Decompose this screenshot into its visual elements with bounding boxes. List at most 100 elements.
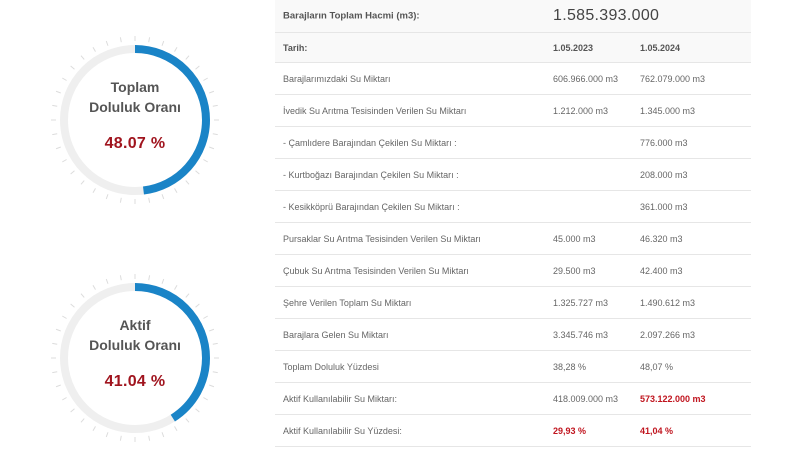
gauge-tick <box>105 278 109 284</box>
gauge-tick <box>92 47 96 52</box>
row-label: Barajlara Gelen Su Miktarı <box>283 329 389 340</box>
active-gauge-title-line1: Aktif <box>119 317 151 333</box>
gauge-tick <box>195 303 200 308</box>
gauge-tick <box>62 315 67 319</box>
gauge-tick <box>148 37 151 43</box>
active-fill-gauge: Aktif Doluluk Oranı 41.04 % <box>50 273 220 443</box>
gauge-tick <box>70 65 75 70</box>
gauge-tick <box>55 384 61 388</box>
gauge-tick <box>185 418 190 423</box>
row-value-2024: 2.097.266 m3 <box>640 329 696 340</box>
gauge-tick <box>55 90 61 94</box>
gauge-tick <box>62 77 67 81</box>
row-value-2023: 418.009.000 m3 <box>553 393 619 404</box>
gauge-tick <box>209 146 215 150</box>
row-label: - Kurtboğazı Barajından Çekilen Su Mikta… <box>283 169 459 180</box>
table-header-row: Barajların Toplam Hacmi (m3): 1.585.393.… <box>275 0 751 33</box>
gauge-tick <box>212 133 218 136</box>
gauge-tick <box>185 293 190 298</box>
dam-water-table: Barajların Toplam Hacmi (m3): 1.585.393.… <box>275 0 751 447</box>
gauge-tick <box>52 133 58 136</box>
gauge-tick <box>119 275 122 281</box>
gauge-tick <box>212 342 218 345</box>
total-volume-label: Barajların Toplam Hacmi (m3): <box>283 10 420 22</box>
gauge-tick <box>119 435 122 441</box>
table-row: Şehre Verilen Toplam Su Miktarı 1.325.727… <box>275 287 751 319</box>
row-label: Aktif Kullanılabilir Su Miktarı: <box>283 393 398 404</box>
row-value-2024: 573.122.000 m3 <box>640 393 706 404</box>
gauge-tick <box>174 426 178 431</box>
gauge-tick <box>161 40 165 46</box>
gauge-tick <box>148 435 151 441</box>
row-label: Toplam Doluluk Yüzdesi <box>283 361 379 372</box>
gauge-tick <box>119 197 122 203</box>
gauge-tick <box>70 170 75 175</box>
gauge-tick <box>209 384 215 388</box>
table-dates-row: Tarih: 1.05.2023 1.05.2024 <box>275 33 751 63</box>
row-value-2024: 41,04 % <box>640 425 674 436</box>
gauge-tick <box>212 371 218 374</box>
row-label: - Kesikköprü Barajından Çekilen Su Mikta… <box>283 201 460 212</box>
row-value-2023: 1.212.000 m3 <box>553 105 609 116</box>
table-row: Pursaklar Su Arıtma Tesisinden Verilen S… <box>275 223 751 255</box>
row-value-2023: 29,93 % <box>553 425 587 436</box>
gauge-fill-arc <box>60 45 210 195</box>
total-fill-gauge: Toplam Doluluk Oranı 48.07 % <box>50 35 220 205</box>
table-row: İvedik Su Arıtma Tesisinden Verilen Su M… <box>275 95 751 127</box>
row-value-2023: 38,28 % <box>553 361 587 372</box>
gauge-tick <box>161 432 165 438</box>
gauge-tick <box>105 194 109 200</box>
row-value-2024: 762.079.000 m3 <box>640 73 706 84</box>
gauge-tick <box>195 65 200 70</box>
table-row: - Kurtboğazı Barajından Çekilen Su Mikta… <box>275 159 751 191</box>
row-label: - Çamlıdere Barajından Çekilen Su Miktar… <box>283 137 457 148</box>
active-gauge-title-line2: Doluluk Oranı <box>89 337 181 353</box>
gauge-tick <box>105 432 109 438</box>
gauge-tick <box>92 188 96 193</box>
gauge-tick <box>174 188 178 193</box>
gauge-tick <box>80 180 85 185</box>
date-label: Tarih: <box>283 42 308 53</box>
table-row: Barajlara Gelen Su Miktarı 3.345.746 m3 2.… <box>275 319 751 351</box>
gauge-tick <box>203 397 208 401</box>
gauge-tick <box>62 159 67 163</box>
table-row: - Kesikköprü Barajından Çekilen Su Mikta… <box>275 191 751 223</box>
gauge-tick <box>55 146 61 150</box>
gauge-tick <box>161 278 165 284</box>
row-value-2024: 1.490.612 m3 <box>640 297 696 308</box>
total-gauge-ring <box>51 36 219 204</box>
gauge-tick <box>52 371 58 374</box>
gauge-tick <box>212 104 218 107</box>
gauge-tick <box>55 328 61 332</box>
row-value-2023: 3.345.746 m3 <box>553 329 609 340</box>
gauge-tick <box>161 194 165 200</box>
row-value-2023: 45.000 m3 <box>553 233 596 244</box>
gauge-tick <box>185 55 190 60</box>
gauge-tick <box>185 180 190 185</box>
gauge-tick <box>105 40 109 46</box>
gauge-tick <box>209 328 215 332</box>
table-row: - Çamlıdere Barajından Çekilen Su Miktar… <box>275 127 751 159</box>
row-value-2024: 48,07 % <box>640 361 674 372</box>
gauge-tick <box>52 342 58 345</box>
gauge-tick <box>80 55 85 60</box>
active-gauge-value: 41.04 % <box>104 373 166 390</box>
row-label: Pursaklar Su Arıtma Tesisinden Verilen S… <box>283 233 481 244</box>
table-row: Aktif Kullanılabilir Su Miktarı: 418.009.… <box>275 383 751 415</box>
gauge-tick <box>62 397 67 401</box>
table-row: Aktif Kullanılabilir Su Yüzdesi: 29,93 % 4… <box>275 415 751 447</box>
row-label: Barajlarımızdaki Su Miktarı <box>283 73 391 84</box>
gauge-tick <box>203 315 208 319</box>
total-gauge-title-line1: Toplam <box>110 79 160 95</box>
table-row: Toplam Doluluk Yüzdesi 38,28 % 48,07 % <box>275 351 751 383</box>
gauge-tick <box>52 104 58 107</box>
gauge-tick <box>174 285 178 290</box>
total-gauge-value: 48.07 % <box>104 135 166 152</box>
gauge-tick <box>80 418 85 423</box>
gauge-tick <box>203 159 208 163</box>
row-value-2024: 42.400 m3 <box>640 265 683 276</box>
date-column-2023: 1.05.2023 <box>553 42 594 53</box>
row-value-2024: 1.345.000 m3 <box>640 105 696 116</box>
gauge-tick <box>148 275 151 281</box>
table-row: Barajlarımızdaki Su Miktarı 606.966.000 m… <box>275 63 751 95</box>
